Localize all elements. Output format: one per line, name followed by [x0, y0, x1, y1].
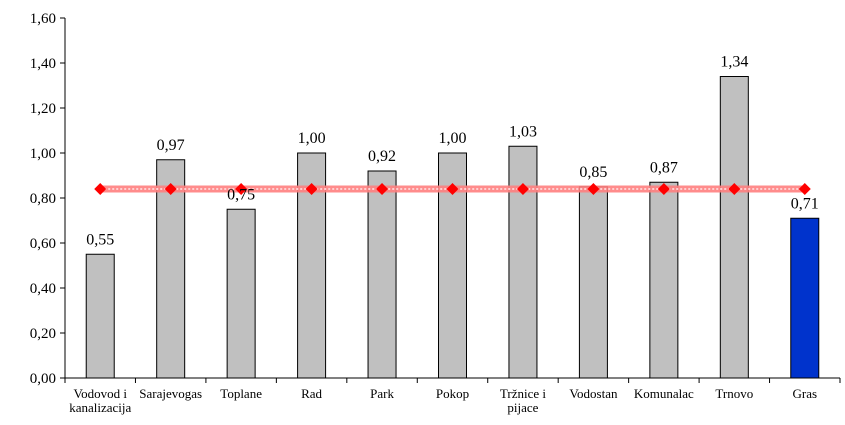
bar — [719, 76, 749, 379]
average-line — [94, 183, 811, 195]
x-tick-label: Vodovod i kanalizacija — [69, 386, 131, 415]
data-label: 0,85 — [579, 164, 607, 181]
x-tick-label-line: Park — [370, 386, 394, 401]
average-marker — [235, 183, 248, 195]
average-marker — [516, 183, 529, 195]
x-tick-label: Vodostan — [569, 386, 618, 401]
x-tick-label-line: Trnovo — [715, 386, 753, 401]
y-tick-label: 1,20 — [30, 101, 56, 117]
y-tick-label: 0,00 — [30, 371, 56, 387]
average-marker — [164, 183, 177, 195]
y-axis-ticks: 0,00 0,20 0,40 0,60 0,80 1,00 1,20 1,40 1,60 — [30, 11, 65, 387]
data-label: 0,92 — [368, 148, 396, 165]
bar — [367, 170, 397, 379]
bar — [790, 217, 820, 379]
data-label: 0,71 — [791, 195, 819, 212]
x-tick-label-line: Tržnice i — [500, 386, 546, 401]
y-tick-label: 1,00 — [30, 146, 56, 162]
bars — [85, 76, 820, 379]
bar — [578, 186, 608, 379]
x-tick-label-line: kanalizacija — [69, 400, 131, 415]
x-tick-label-line: Sarajevogas — [139, 386, 202, 401]
x-tick-label-line: Rad — [301, 386, 322, 401]
x-tick-label: Rad — [301, 386, 322, 401]
x-tick-label-line: Pokop — [436, 386, 469, 401]
data-labels: 0,55 0,97 0,75 1,00 0,92 1,00 1,03 0,85 0,87 1,34… — [86, 54, 819, 249]
average-marker — [798, 183, 811, 195]
data-label: 0,75 — [227, 186, 255, 203]
x-tick-label: Gras — [792, 386, 817, 401]
data-label: 0,97 — [157, 137, 185, 154]
x-tick-label-line: Toplane — [220, 386, 262, 401]
average-marker — [94, 183, 107, 195]
x-tick-label: Sarajevogas — [139, 386, 202, 401]
data-label: 1,00 — [298, 130, 326, 147]
x-tick-label-line: Vodovod i — [73, 386, 127, 401]
y-tick-label: 0,20 — [30, 326, 56, 342]
bar — [226, 208, 256, 379]
axes — [64, 18, 841, 383]
y-tick-label: 1,40 — [30, 56, 56, 72]
data-label: 0,87 — [650, 159, 678, 176]
x-tick-label-line: Vodostan — [569, 386, 618, 401]
y-tick-label: 0,60 — [30, 236, 56, 252]
data-label: 1,34 — [720, 54, 748, 71]
x-tick-label: Toplane — [220, 386, 262, 401]
x-tick-label: Pokop — [436, 386, 469, 401]
bar — [508, 145, 538, 379]
x-axis-labels: Vodovod i kanalizacija Sarajevogas Toplane R… — [69, 386, 817, 415]
average-marker — [446, 183, 459, 195]
average-marker — [376, 183, 389, 195]
x-tick-label: Park — [370, 386, 394, 401]
bar — [649, 181, 679, 379]
bar — [85, 253, 115, 379]
x-tick-label: Komunalac — [634, 386, 694, 401]
data-label: 1,00 — [439, 130, 467, 147]
average-marker — [657, 183, 670, 195]
y-tick-label: 0,80 — [30, 191, 56, 207]
y-tick-label: 0,40 — [30, 281, 56, 297]
x-tick-label-line: pijace — [507, 400, 538, 415]
x-tick-label-line: Komunalac — [634, 386, 694, 401]
average-marker — [305, 183, 318, 195]
data-label: 0,55 — [86, 231, 114, 248]
average-marker — [587, 183, 600, 195]
average-marker — [728, 183, 741, 195]
x-tick-label: Trnovo — [715, 386, 753, 401]
data-label: 1,03 — [509, 123, 537, 140]
y-tick-label: 1,60 — [30, 11, 56, 27]
x-tick-label-line: Gras — [792, 386, 817, 401]
bar — [156, 159, 186, 379]
x-tick-label: Tržnice i pijace — [500, 386, 546, 415]
